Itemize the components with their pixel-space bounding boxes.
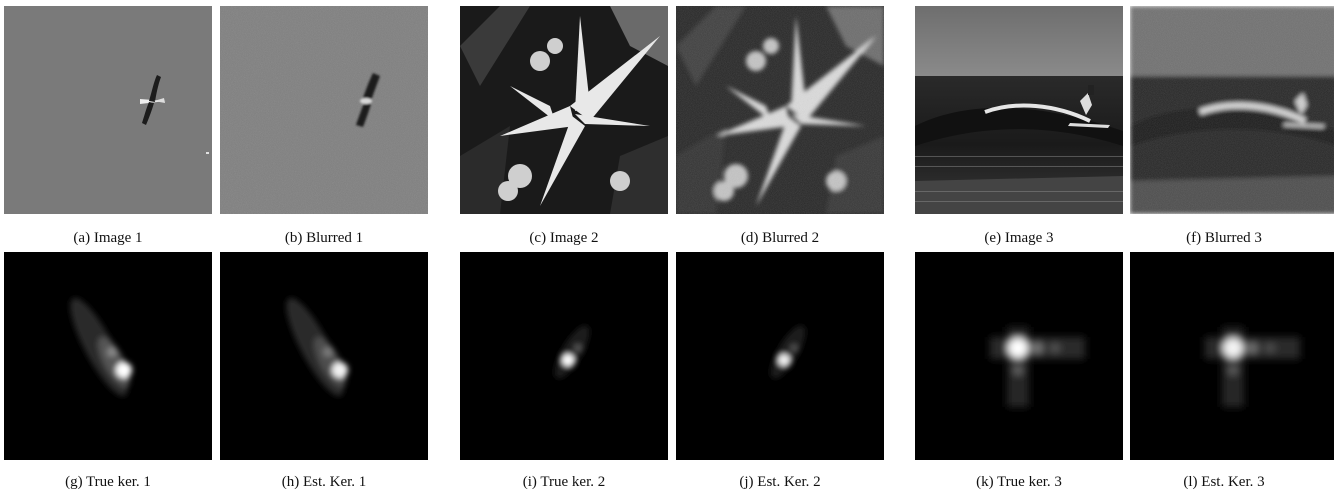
- caption-f: (f) Blurred 3: [1114, 230, 1334, 247]
- caption-d: (d) Blurred 2: [670, 230, 890, 247]
- caption-c: (c) Image 2: [454, 230, 674, 247]
- figure-panel-e-image: [915, 6, 1123, 214]
- figure-panel-d-image: [676, 6, 884, 214]
- caption-a: (a) Image 1: [0, 230, 218, 247]
- figure-panel-g-kernel: [4, 252, 212, 460]
- caption-l: (l) Est. Ker. 3: [1114, 474, 1334, 491]
- figure-panel-h-kernel: [220, 252, 428, 460]
- caption-b: (b) Blurred 1: [214, 230, 434, 247]
- caption-j: (j) Est. Ker. 2: [670, 474, 890, 491]
- figure-panel-l-kernel: [1130, 252, 1334, 460]
- figure-panel-j-kernel: [676, 252, 884, 460]
- caption-h: (h) Est. Ker. 1: [214, 474, 434, 491]
- figure-panel-f-image: [1130, 6, 1334, 214]
- figure-panel-c-image: [460, 6, 668, 214]
- caption-g: (g) True ker. 1: [0, 474, 218, 491]
- figure-panel-k-kernel: [915, 252, 1123, 460]
- figure-panel-i-kernel: [460, 252, 668, 460]
- caption-k: (k) True ker. 3: [909, 474, 1129, 491]
- figure-panel-b-image: [220, 6, 428, 214]
- caption-e: (e) Image 3: [909, 230, 1129, 247]
- caption-i: (i) True ker. 2: [454, 474, 674, 491]
- figure-panel-a-image: [4, 6, 212, 214]
